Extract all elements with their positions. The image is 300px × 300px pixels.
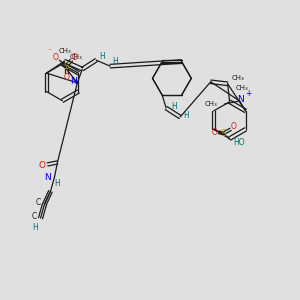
Text: +: + [245,88,252,98]
Text: CH₃: CH₃ [231,75,244,81]
Text: O: O [52,53,59,62]
Text: CH₃: CH₃ [205,101,218,107]
Text: O: O [38,161,45,170]
Text: H: H [33,223,38,232]
Text: N: N [44,173,51,182]
Text: C: C [32,212,37,221]
Text: H: H [171,102,177,111]
Text: CH₃: CH₃ [59,48,72,54]
Text: H: H [112,57,118,66]
Text: ⁻: ⁻ [47,47,52,56]
Text: O: O [231,122,236,131]
Text: H: H [99,52,105,61]
Text: H: H [183,111,189,120]
Text: H: H [55,179,60,188]
Text: N: N [70,77,77,86]
Text: O: O [71,53,77,62]
Text: CH₃: CH₃ [70,54,83,60]
Text: S: S [64,61,69,70]
Text: CH₃: CH₃ [235,85,248,91]
Text: C: C [36,198,41,207]
Text: S: S [221,129,226,138]
Text: N: N [237,95,244,104]
Text: O: O [212,128,218,137]
Text: O: O [64,73,69,82]
Text: HO: HO [234,138,245,147]
